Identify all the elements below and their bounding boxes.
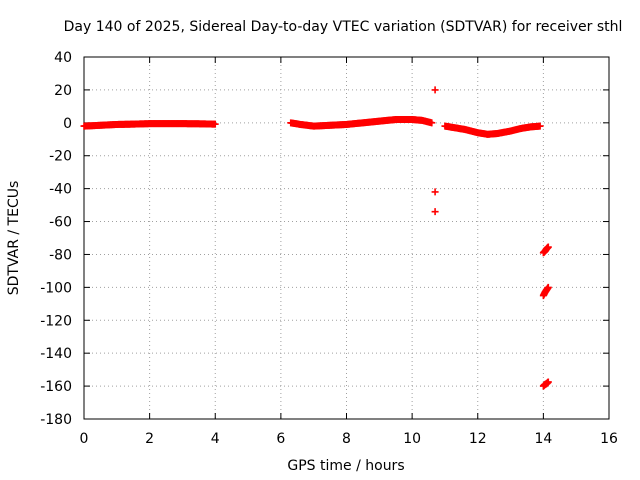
data-point [544, 243, 552, 251]
y-tick-label: 40 [54, 50, 72, 66]
y-tick-label: -80 [49, 247, 72, 263]
x-axis-title: GPS time / hours [287, 458, 404, 474]
data-point [544, 378, 552, 386]
outlier-point [431, 86, 439, 94]
data-point [544, 283, 552, 291]
data-point [211, 120, 219, 128]
y-tick-label: -40 [49, 182, 72, 198]
x-tick-label: 0 [80, 431, 89, 447]
data-point [536, 122, 544, 130]
x-tick-label: 14 [534, 431, 552, 447]
x-tick-label: 6 [276, 431, 285, 447]
data-points [80, 86, 552, 390]
x-tick-label: 4 [211, 431, 220, 447]
grid [84, 57, 609, 419]
y-tick-label: 20 [54, 83, 72, 99]
y-tick-label: 0 [63, 116, 72, 132]
y-tick-label: -60 [49, 215, 72, 231]
outlier-point [431, 208, 439, 216]
chart-title: Day 140 of 2025, Sidereal Day-to-day VTE… [64, 19, 623, 35]
x-tick-label: 8 [342, 431, 351, 447]
y-axis: 40 20 0 -20 -40 -60 -80 -100 -120 -140 -160 -180 [40, 50, 609, 428]
x-tick-label: 10 [403, 431, 421, 447]
y-tick-label: -180 [40, 412, 72, 428]
y-tick-label: -120 [40, 313, 72, 329]
x-tick-label: 2 [145, 431, 154, 447]
y-axis-title: SDTVAR / TECUs [6, 181, 22, 296]
y-tick-label: -160 [40, 379, 72, 395]
x-tick-label: 16 [600, 431, 618, 447]
y-tick-label: -100 [40, 280, 72, 296]
data-point [428, 119, 436, 127]
x-tick-label: 12 [469, 431, 487, 447]
outlier-point [431, 188, 439, 196]
x-axis: 0 2 4 6 8 10 12 14 16 [80, 57, 618, 447]
y-tick-label: -20 [49, 149, 72, 165]
y-tick-label: -140 [40, 346, 72, 362]
